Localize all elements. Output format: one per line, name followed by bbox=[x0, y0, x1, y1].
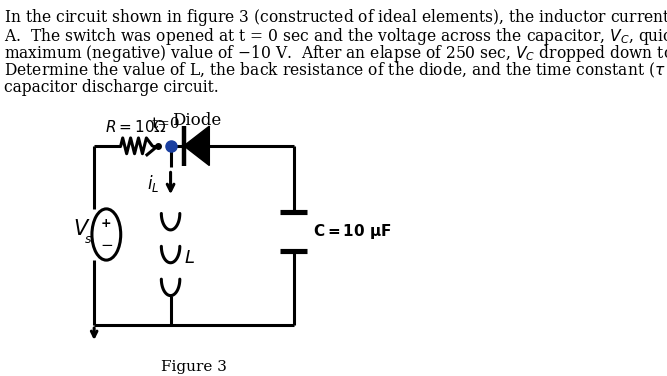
Text: Determine the value of L, the back resistance of the diode, and the time constan: Determine the value of L, the back resis… bbox=[4, 61, 667, 80]
Text: In the circuit shown in figure 3 (constructed of ideal elements), the inductor c: In the circuit shown in figure 3 (constr… bbox=[4, 8, 667, 29]
Text: A.  The switch was opened at t = 0 sec and the voltage across the capacitor, $V_: A. The switch was opened at t = 0 sec an… bbox=[4, 26, 667, 47]
Text: $R=10\Omega$: $R=10\Omega$ bbox=[105, 119, 167, 135]
Text: t=0: t=0 bbox=[152, 117, 181, 131]
Text: $L$: $L$ bbox=[184, 249, 195, 267]
Text: capacitor discharge circuit.: capacitor discharge circuit. bbox=[4, 79, 219, 96]
Text: $\mathbf{C=10\ \mu F}$: $\mathbf{C=10\ \mu F}$ bbox=[313, 222, 392, 241]
Text: maximum (negative) value of $-$10 V.  After an elapse of 250 sec, $V_C$ dropped : maximum (negative) value of $-$10 V. Aft… bbox=[4, 43, 667, 64]
Text: $\mathit{V}$: $\mathit{V}$ bbox=[73, 218, 91, 239]
Text: +: + bbox=[101, 217, 111, 230]
Text: −: − bbox=[100, 238, 113, 253]
Text: $i_L$: $i_L$ bbox=[147, 173, 159, 194]
Text: $s$: $s$ bbox=[85, 233, 93, 246]
Text: Diode: Diode bbox=[172, 112, 221, 129]
Polygon shape bbox=[184, 126, 209, 165]
Text: Figure 3: Figure 3 bbox=[161, 359, 227, 374]
